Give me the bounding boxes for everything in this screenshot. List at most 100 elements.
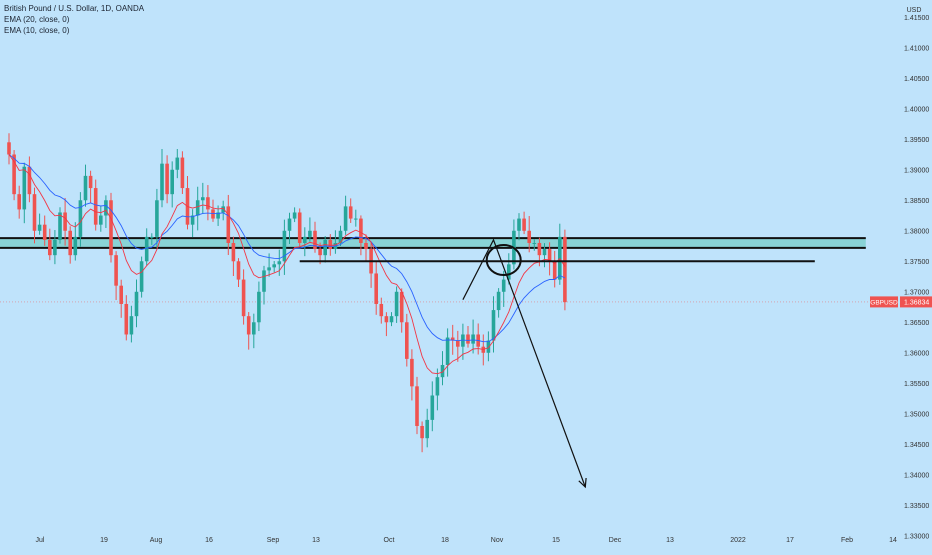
candle [180, 151, 185, 195]
candle-body [359, 218, 363, 243]
candle [17, 185, 21, 219]
candle-body [150, 236, 154, 238]
candle [175, 149, 180, 179]
candle [501, 270, 506, 307]
candle-body [445, 337, 450, 365]
price-tick-label: 1.37000 [904, 289, 929, 296]
candle-body [170, 169, 174, 195]
candle-body [405, 322, 409, 359]
candle [109, 192, 113, 263]
candle-body [394, 291, 399, 317]
candle [68, 226, 72, 264]
candle-body [507, 264, 511, 280]
currency-label: USD [907, 7, 922, 14]
candle [78, 192, 83, 247]
candle-body [165, 163, 169, 195]
candle [379, 297, 384, 324]
candle [37, 213, 42, 235]
candle-body [221, 206, 225, 213]
candle [343, 195, 348, 235]
candle [389, 312, 394, 327]
resistance-zone [0, 237, 866, 249]
candle [124, 295, 129, 341]
time-tick-label: 15 [552, 537, 560, 544]
candle-body [379, 303, 384, 317]
candle-body [109, 200, 113, 256]
candle-body [42, 224, 47, 240]
price-tick-label: 1.36500 [904, 320, 929, 327]
candle-body [338, 230, 343, 243]
candle [542, 243, 547, 268]
candle-body [354, 218, 358, 220]
time-tick-label: 16 [205, 537, 213, 544]
candle [486, 331, 491, 362]
candle [399, 288, 404, 333]
candle [195, 186, 200, 231]
candle-body [389, 316, 394, 323]
price-tick-label: 1.35000 [904, 411, 929, 418]
candle-body [318, 249, 322, 256]
candle-body [68, 230, 72, 256]
candle [517, 213, 521, 241]
candle [374, 261, 378, 315]
price-tick-label: 1.33500 [904, 503, 929, 510]
candle-body [257, 291, 261, 323]
candle [257, 281, 261, 332]
price-tick-label: 1.39000 [904, 167, 929, 174]
candle [73, 222, 78, 261]
candle-body [160, 163, 164, 201]
last-price-badge [900, 296, 932, 308]
candle [155, 188, 159, 248]
candle-body [144, 236, 149, 262]
candle-body [195, 200, 200, 216]
candle-body [134, 291, 139, 317]
candle [410, 349, 414, 401]
candle [527, 216, 531, 253]
candle-body [175, 157, 180, 170]
candle [405, 313, 409, 367]
candle-body [241, 279, 246, 317]
candle [252, 313, 256, 349]
candle-body [267, 267, 271, 271]
price-tick-label: 1.34000 [904, 472, 929, 479]
time-tick-label: Nov [491, 537, 504, 544]
candle-body [420, 425, 424, 439]
time-tick-label: 2022 [730, 537, 746, 544]
candle [282, 219, 287, 275]
candle-body [527, 230, 531, 243]
candle [303, 227, 307, 257]
candle [563, 229, 567, 311]
projection-arrow [462, 238, 586, 488]
candle [491, 296, 496, 353]
price-tick-label: 1.38000 [904, 228, 929, 235]
candle [150, 233, 154, 245]
candle [272, 260, 276, 273]
candle-body [104, 200, 108, 216]
ema20-label: EMA (20, close, 0) [4, 15, 70, 24]
candle-body [58, 212, 62, 240]
candle-body [364, 242, 368, 250]
candle [88, 170, 93, 204]
candle-body [27, 166, 32, 195]
candle [522, 211, 526, 235]
candle [83, 164, 88, 207]
candle-body [17, 194, 21, 210]
candle [496, 288, 501, 318]
candle-body [53, 239, 57, 256]
annotation-circle [485, 244, 522, 277]
time-axis: Jul 19 Aug 16 Sep 13 Oct 18 Nov 15 Dec 13 2022 17 Feb 1… [36, 537, 897, 544]
candle-body [501, 279, 506, 292]
candle-body [180, 157, 185, 189]
candle [456, 330, 460, 362]
candle [359, 215, 363, 256]
time-tick-label: 18 [441, 537, 449, 544]
time-tick-label: Sep [267, 537, 280, 544]
candle-body [124, 303, 129, 335]
candle-body [537, 242, 542, 256]
candle [394, 286, 399, 323]
candle-body [374, 273, 378, 304]
candle [420, 421, 424, 453]
